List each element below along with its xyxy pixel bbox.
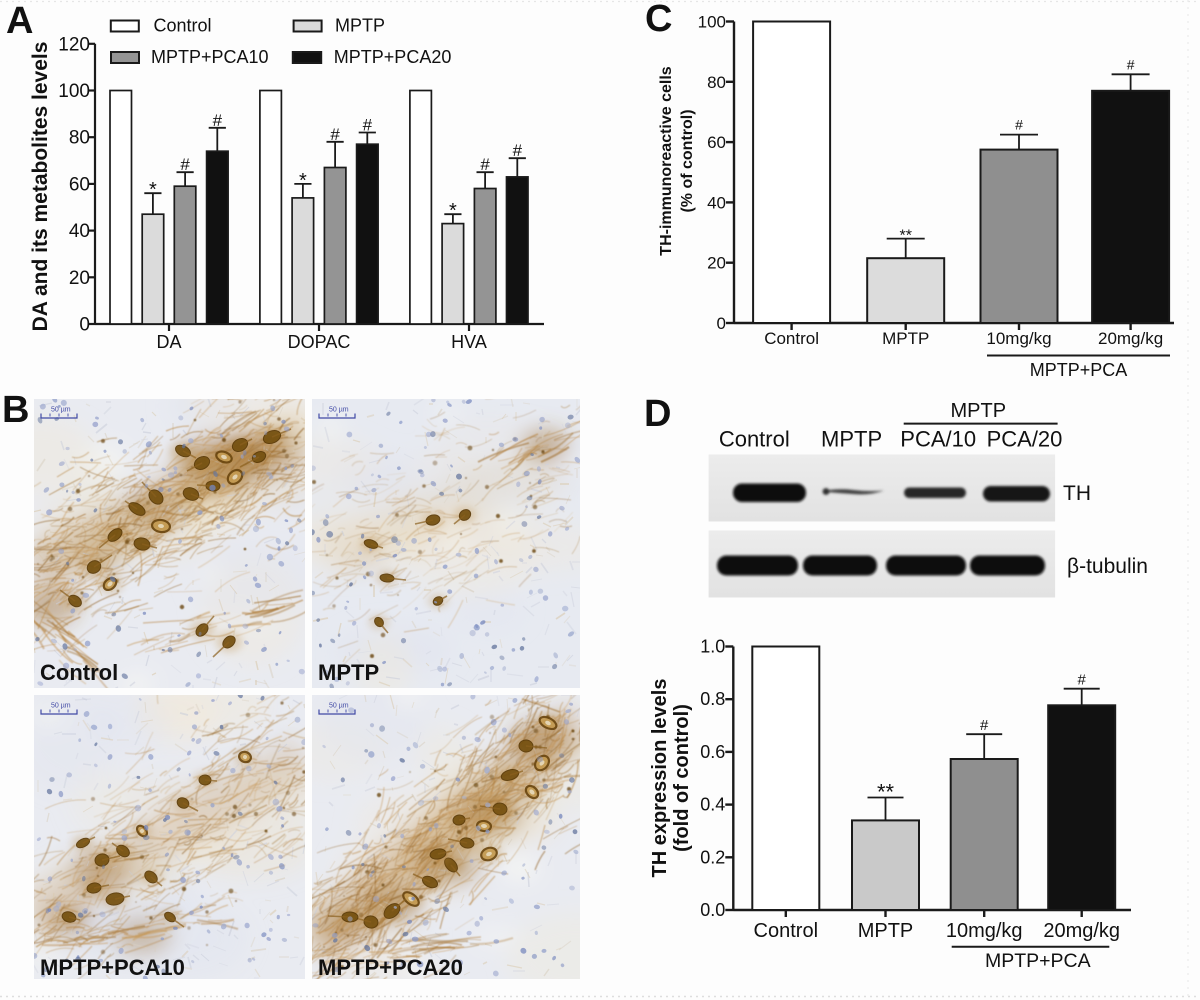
svg-text:10mg/kg: 10mg/kg bbox=[986, 329, 1051, 348]
svg-text:MPTP: MPTP bbox=[858, 920, 914, 942]
svg-text:#: # bbox=[1127, 56, 1135, 72]
svg-text:0.8: 0.8 bbox=[700, 689, 725, 709]
svg-text:#: # bbox=[1078, 672, 1087, 689]
svg-text:MPTP: MPTP bbox=[951, 400, 1007, 422]
svg-text:0: 0 bbox=[79, 315, 90, 336]
svg-text:*: * bbox=[149, 179, 157, 201]
svg-text:#: # bbox=[180, 155, 190, 174]
svg-text:#: # bbox=[480, 155, 490, 174]
svg-text:C: C bbox=[645, 0, 672, 40]
svg-text:100: 100 bbox=[58, 81, 90, 102]
svg-text:(% of control): (% of control) bbox=[679, 109, 696, 212]
svg-text:60: 60 bbox=[69, 174, 90, 195]
svg-text:80: 80 bbox=[69, 128, 90, 149]
svg-text:HVA: HVA bbox=[451, 332, 487, 352]
svg-text:1.0: 1.0 bbox=[700, 637, 725, 657]
svg-text:MPTP: MPTP bbox=[335, 16, 385, 36]
svg-text:120: 120 bbox=[58, 34, 90, 55]
svg-text:#: # bbox=[363, 116, 373, 135]
svg-text:**: ** bbox=[877, 780, 895, 805]
svg-text:Control: Control bbox=[719, 427, 790, 452]
svg-text:MPTP+PCA10: MPTP+PCA10 bbox=[151, 47, 269, 67]
svg-text:DA and its metabolites levels: DA and its metabolites levels bbox=[29, 42, 52, 332]
svg-text:B: B bbox=[2, 389, 29, 431]
svg-text:10mg/kg: 10mg/kg bbox=[946, 920, 1023, 942]
svg-text:0.2: 0.2 bbox=[700, 847, 725, 867]
svg-text:50 µm: 50 µm bbox=[329, 407, 349, 414]
svg-text:MPTP+PCA: MPTP+PCA bbox=[1030, 360, 1128, 380]
svg-text:80: 80 bbox=[707, 73, 726, 92]
svg-text:0.0: 0.0 bbox=[700, 900, 725, 920]
svg-text:MPTP+PCA10: MPTP+PCA10 bbox=[40, 955, 185, 980]
svg-text:Control: Control bbox=[154, 16, 212, 36]
svg-text:50 µm: 50 µm bbox=[51, 703, 71, 710]
svg-text:20mg/kg: 20mg/kg bbox=[1098, 329, 1163, 348]
svg-text:*: * bbox=[449, 200, 457, 222]
svg-text:MPTP: MPTP bbox=[821, 427, 882, 452]
svg-text:20: 20 bbox=[69, 268, 90, 289]
svg-text:#: # bbox=[513, 141, 523, 160]
svg-text:Control: Control bbox=[40, 660, 118, 685]
svg-text:DA: DA bbox=[156, 332, 181, 352]
svg-text:MPTP: MPTP bbox=[882, 329, 929, 348]
svg-text:20: 20 bbox=[707, 254, 726, 273]
svg-text:Control: Control bbox=[754, 920, 818, 942]
svg-text:50 µm: 50 µm bbox=[329, 703, 349, 710]
svg-text:#: # bbox=[980, 717, 989, 734]
svg-text:TH expression levels: TH expression levels bbox=[649, 679, 671, 878]
svg-text:MPTP+PCA20: MPTP+PCA20 bbox=[318, 955, 463, 980]
svg-text:TH-immunoreactive cells: TH-immunoreactive cells bbox=[658, 66, 675, 256]
svg-text:PCA/10: PCA/10 bbox=[900, 427, 976, 452]
svg-text:0: 0 bbox=[717, 314, 726, 333]
svg-text:MPTP: MPTP bbox=[318, 660, 379, 685]
svg-text:MPTP+PCA20: MPTP+PCA20 bbox=[334, 47, 452, 67]
svg-text:50 µm: 50 µm bbox=[51, 407, 71, 414]
svg-text:D: D bbox=[644, 393, 671, 435]
svg-text:60: 60 bbox=[707, 133, 726, 152]
svg-text:**: ** bbox=[899, 228, 911, 245]
svg-text:A: A bbox=[6, 0, 33, 42]
svg-text:TH: TH bbox=[1063, 482, 1091, 505]
svg-text:40: 40 bbox=[69, 221, 90, 242]
svg-text:Control: Control bbox=[764, 329, 819, 348]
svg-text:#: # bbox=[213, 111, 223, 130]
svg-text:MPTP+PCA: MPTP+PCA bbox=[985, 950, 1091, 972]
svg-text:#: # bbox=[330, 125, 340, 144]
svg-text:20mg/kg: 20mg/kg bbox=[1043, 920, 1120, 942]
svg-text:0.4: 0.4 bbox=[700, 795, 725, 815]
svg-text:β-tubulin: β-tubulin bbox=[1067, 555, 1148, 578]
svg-text:DOPAC: DOPAC bbox=[288, 332, 351, 352]
svg-text:(fold of control): (fold of control) bbox=[671, 704, 693, 852]
svg-text:40: 40 bbox=[707, 193, 726, 212]
svg-text:#: # bbox=[1015, 117, 1023, 133]
svg-text:0.6: 0.6 bbox=[700, 742, 725, 762]
svg-text:100: 100 bbox=[698, 13, 726, 32]
svg-text:PCA/20: PCA/20 bbox=[987, 427, 1063, 452]
svg-text:*: * bbox=[299, 170, 307, 192]
